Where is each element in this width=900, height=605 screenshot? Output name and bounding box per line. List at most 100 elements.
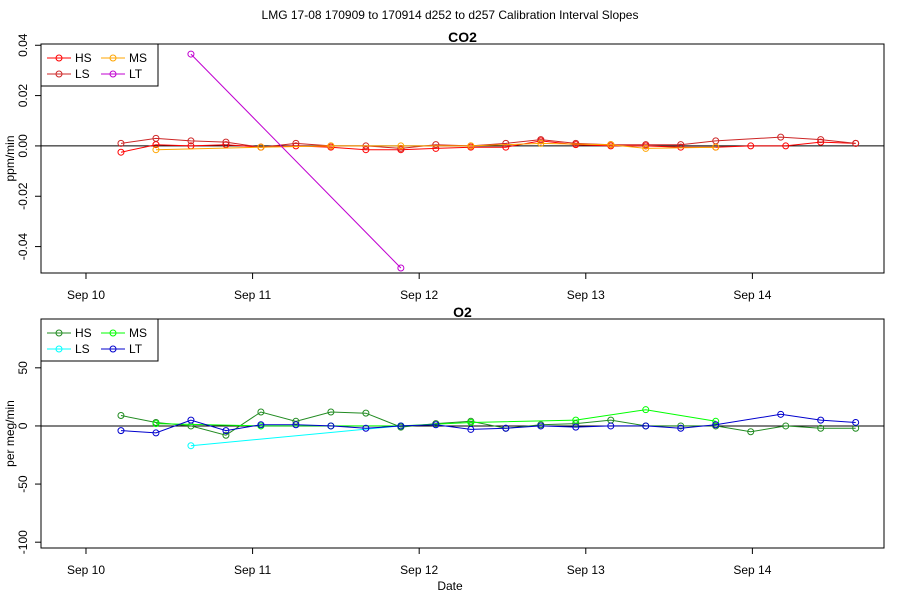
data-point xyxy=(397,264,405,272)
legend-box xyxy=(40,318,159,362)
x-tick-label: Sep 11 xyxy=(234,288,271,302)
data-point xyxy=(152,420,160,428)
series-line xyxy=(120,140,856,153)
panel-o2: O2 per meg/min -100 -50 0 50 Sep 10 Sep 11 Sep 1… xyxy=(3,304,885,577)
series-ms xyxy=(152,139,720,154)
data-point xyxy=(467,142,475,150)
data-point xyxy=(572,139,580,147)
data-point xyxy=(502,139,510,147)
y-tick-label: 50 xyxy=(16,361,30,375)
data-point xyxy=(502,424,510,432)
data-point xyxy=(257,408,265,416)
data-point xyxy=(187,442,195,450)
data-point xyxy=(467,425,475,433)
legend-swatch-marker xyxy=(55,70,63,78)
data-point xyxy=(712,421,720,429)
data-point xyxy=(362,409,370,417)
data-point xyxy=(777,133,785,141)
data-point xyxy=(712,143,720,151)
x-tick-label: Sep 13 xyxy=(567,563,605,577)
data-point xyxy=(642,144,650,152)
data-point xyxy=(852,139,860,147)
x-tick-label: Sep 12 xyxy=(400,563,438,577)
data-point xyxy=(747,142,755,150)
data-point xyxy=(537,139,545,147)
data-point xyxy=(642,406,650,414)
legend-swatch-marker xyxy=(109,54,117,62)
data-point xyxy=(327,422,335,430)
data-point xyxy=(362,424,370,432)
data-point xyxy=(537,136,545,144)
data-point xyxy=(222,427,230,435)
data-point xyxy=(327,142,335,150)
legend-label: LT xyxy=(129,342,143,356)
y-axis-label: ppm/min xyxy=(3,135,17,181)
data-point xyxy=(327,408,335,416)
series-line xyxy=(155,409,716,427)
data-point xyxy=(572,416,580,424)
data-point xyxy=(187,416,195,424)
series-line xyxy=(190,425,401,447)
data-point xyxy=(292,417,300,425)
data-point xyxy=(362,146,370,154)
data-point xyxy=(222,431,230,439)
legend-label: LT xyxy=(129,67,143,81)
x-tick-label: Sep 11 xyxy=(234,563,271,577)
data-point xyxy=(677,424,685,432)
y-tick-label: -0.02 xyxy=(16,182,30,210)
y-tick-label: -50 xyxy=(16,475,30,493)
x-tick-label: Sep 14 xyxy=(733,288,771,302)
panel-title: O2 xyxy=(453,304,472,320)
series-lt xyxy=(187,50,405,272)
series-line xyxy=(155,142,716,151)
data-point xyxy=(152,134,160,142)
data-point xyxy=(432,141,440,149)
x-tick-label: Sep 10 xyxy=(67,288,105,302)
data-point xyxy=(467,418,475,426)
data-point xyxy=(257,421,265,429)
legend-swatch-marker xyxy=(109,70,117,78)
data-point xyxy=(292,421,300,429)
y-tick-label: 0.04 xyxy=(16,33,30,57)
data-point xyxy=(397,422,405,430)
legend-swatch-marker xyxy=(55,329,63,337)
legend-swatch-marker xyxy=(109,345,117,353)
series-ls xyxy=(117,133,860,152)
legend: HS LS MS LT xyxy=(40,318,159,362)
data-point xyxy=(677,143,685,151)
series-ls xyxy=(187,422,405,450)
y-tick-label: 0 xyxy=(16,422,30,429)
y-tick-label: 0.02 xyxy=(16,84,30,108)
data-point xyxy=(152,429,160,437)
y-tick-label: -100 xyxy=(16,530,30,554)
series-line xyxy=(120,413,856,434)
y-axis-label: per meg/min xyxy=(3,400,17,467)
data-point xyxy=(607,422,615,430)
data-point xyxy=(117,139,125,147)
panel-co2: CO2 ppm/min -0.04 -0.02 0.00 0.02 0.04 Sep 10 Se… xyxy=(3,29,885,302)
data-point xyxy=(607,141,615,149)
x-tick-label: Sep 13 xyxy=(567,288,605,302)
legend-swatch-marker xyxy=(55,345,63,353)
legend: HS LS MS LT xyxy=(40,43,159,87)
data-point xyxy=(572,423,580,431)
legend-swatch-marker xyxy=(55,54,63,62)
data-point xyxy=(747,428,755,436)
data-point xyxy=(642,422,650,430)
data-point xyxy=(777,410,785,418)
x-axis-label: Date xyxy=(437,579,463,593)
data-point xyxy=(152,146,160,154)
data-point xyxy=(677,422,685,430)
x-tick-label: Sep 14 xyxy=(733,563,771,577)
series-hs xyxy=(117,408,860,439)
data-point xyxy=(117,411,125,419)
data-point xyxy=(782,142,790,150)
legend-box xyxy=(40,43,159,87)
legend-label: HS xyxy=(75,51,92,65)
series-line xyxy=(190,53,402,269)
legend-label: MS xyxy=(129,326,147,340)
data-point xyxy=(642,141,650,149)
legend-label: LS xyxy=(75,67,90,81)
